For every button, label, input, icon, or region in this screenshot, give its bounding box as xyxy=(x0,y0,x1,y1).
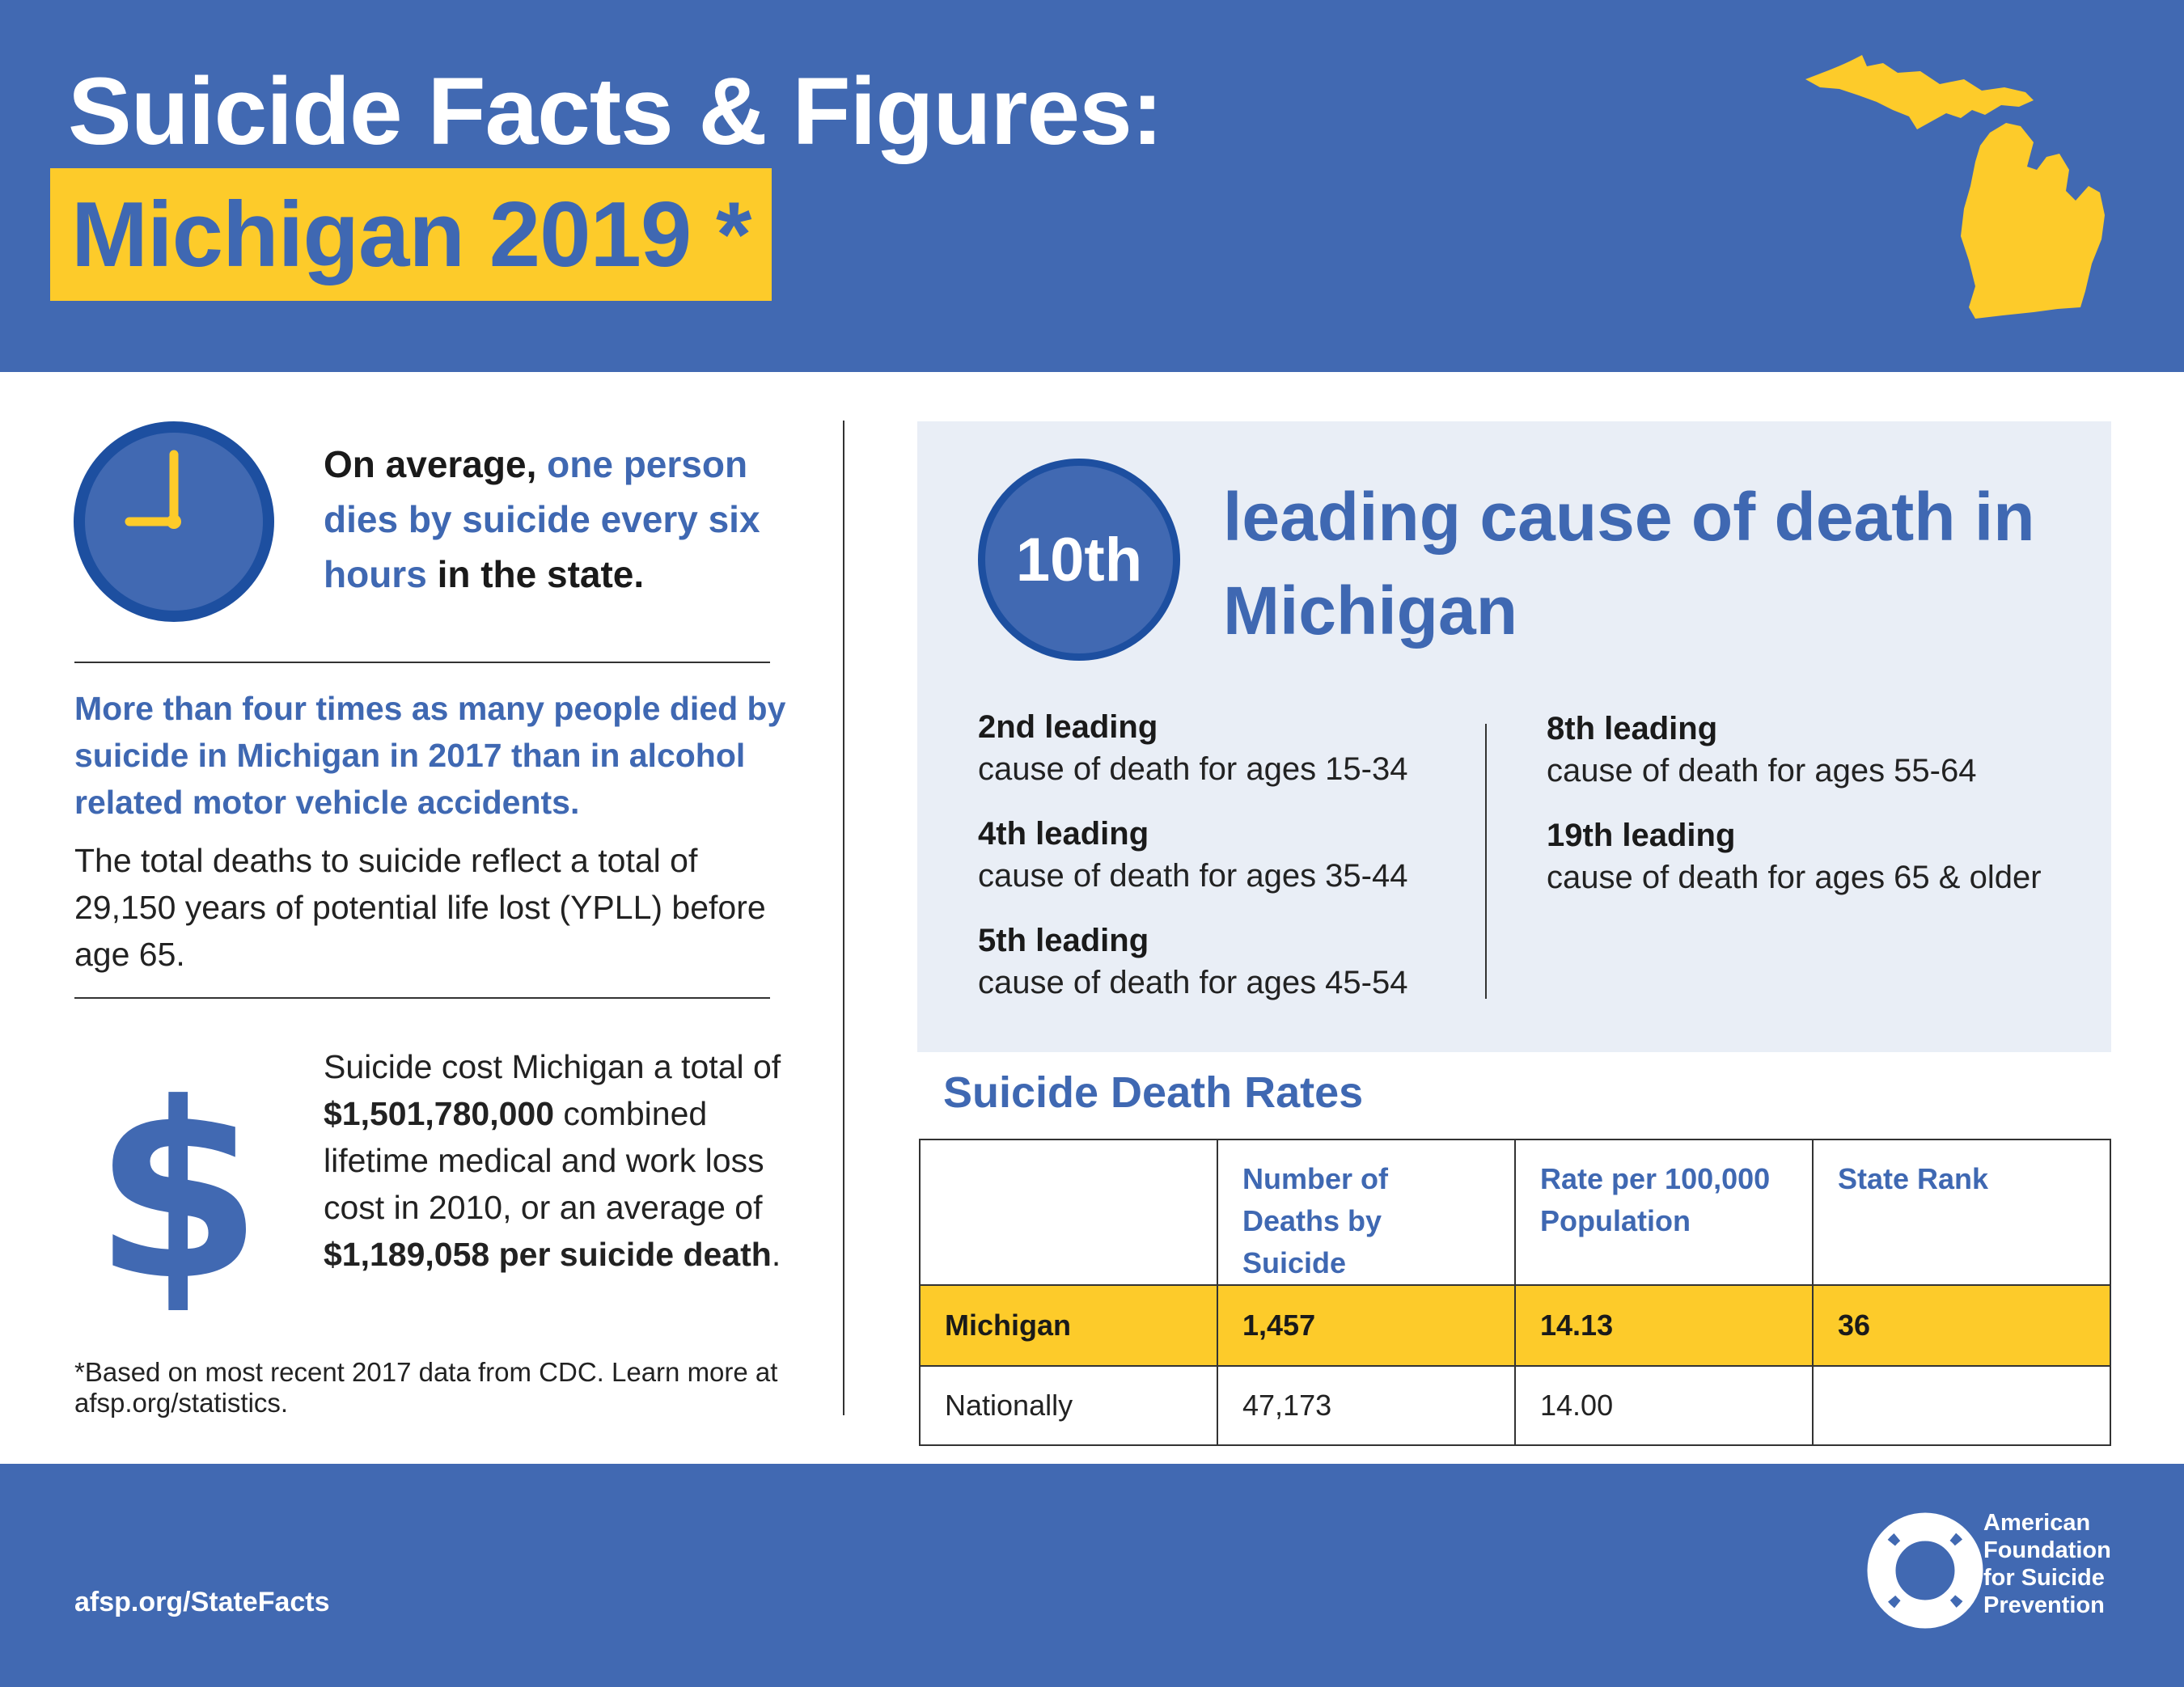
suicide-frequency-text: On average, one person dies by suicide e… xyxy=(324,437,785,602)
org-name-line: Prevention xyxy=(1983,1592,2105,1618)
footer-banner: afsp.org/StateFacts American Foundation … xyxy=(0,1464,2184,1687)
rates-title: Suicide Death Rates xyxy=(943,1068,1364,1117)
ypll-text: The total deaths to suicide reflect a to… xyxy=(74,842,766,973)
clock-icon xyxy=(74,421,274,622)
age-group-desc: cause of death for ages 55-64 xyxy=(1547,753,1977,789)
table-header-cell: Rate per 100,000 Population xyxy=(1514,1139,1814,1286)
section-divider xyxy=(74,662,770,663)
page-subtitle: Michigan 2019 * xyxy=(71,183,751,286)
age-group-rank: 2nd leading xyxy=(978,709,1158,745)
cost-total: $1,501,780,000 xyxy=(324,1095,554,1132)
rank-badge: 10th xyxy=(978,459,1180,661)
org-name-line: Foundation xyxy=(1983,1537,2111,1563)
age-group-desc: cause of death for ages 35-44 xyxy=(978,858,1408,894)
table-header-row: Number of Deaths by Suicide Rate per 100… xyxy=(919,1139,2111,1286)
age-group-desc: cause of death for ages 15-34 xyxy=(978,751,1408,787)
table-cell: 1,457 xyxy=(1217,1284,1516,1367)
org-name-line: for Suicide xyxy=(1983,1565,2105,1591)
table-cell xyxy=(1812,1365,2111,1446)
rates-table: Number of Deaths by Suicide Rate per 100… xyxy=(919,1139,2111,1446)
table-cell: 47,173 xyxy=(1217,1365,1516,1446)
table-row-michigan: Michigan 1,457 14.13 36 xyxy=(919,1284,2111,1367)
footer-url-link[interactable]: afsp.org/StateFacts xyxy=(74,1587,330,1617)
frequency-tail: in the state. xyxy=(437,553,645,595)
leading-cause-panel: 10th leading cause of death in Michigan … xyxy=(917,421,2111,1052)
leading-cause-title: leading cause of death in Michigan xyxy=(1223,479,2035,649)
age-group-item: 5th leading cause of death for ages 45-5… xyxy=(978,920,1528,1004)
frequency-highlight: one person dies by suicide every six hou… xyxy=(324,443,760,595)
table-cell: Nationally xyxy=(919,1365,1218,1446)
suicide-cost-text: Suicide cost Michigan a total of $1,501,… xyxy=(324,1043,785,1278)
age-group-item: 2nd leading cause of death for ages 15-3… xyxy=(978,706,1528,790)
panel-divider xyxy=(1485,724,1487,999)
age-group-item: 8th leading cause of death for ages 55-6… xyxy=(1547,708,2097,792)
lifebuoy-icon xyxy=(1867,1512,1983,1629)
rank-badge-text: 10th xyxy=(1015,525,1143,594)
table-header-cell: State Rank xyxy=(1812,1139,2111,1286)
age-group-rank: 19th leading xyxy=(1547,818,1736,853)
age-group-rank: 8th leading xyxy=(1547,711,1718,746)
svg-text:$: $ xyxy=(97,1051,259,1310)
age-group-rank: 5th leading xyxy=(978,923,1149,958)
table-row-nationally: Nationally 47,173 14.00 xyxy=(919,1365,2111,1446)
organization-name: American Foundation for Suicide Preventi… xyxy=(1983,1509,2178,1619)
age-group-item: 4th leading cause of death for ages 35-4… xyxy=(978,813,1528,897)
michigan-map-icon xyxy=(1805,55,2105,319)
table-cell: 36 xyxy=(1812,1284,2111,1367)
frequency-lead: On average, xyxy=(324,443,537,485)
table-cell: 14.00 xyxy=(1514,1365,1814,1446)
footnote: *Based on most recent 2017 data from CDC… xyxy=(74,1357,778,1418)
dollar-sign-icon: $ xyxy=(97,1051,259,1310)
cost-part3: . xyxy=(771,1236,781,1273)
cost-average: $1,189,058 per suicide death xyxy=(324,1236,772,1273)
table-cell: Michigan xyxy=(919,1284,1218,1367)
age-group-rank: 4th leading xyxy=(978,816,1149,852)
age-group-desc: cause of death for ages 65 & older xyxy=(1547,860,2042,895)
header-banner: Suicide Facts & Figures: Michigan 2019 * xyxy=(0,0,2184,372)
age-group-item: 19th leading cause of death for ages 65 … xyxy=(1547,814,2097,898)
section-divider xyxy=(74,997,770,999)
table-header-cell: Number of Deaths by Suicide xyxy=(1217,1139,1516,1286)
table-header-cell xyxy=(919,1139,1218,1286)
age-group-desc: cause of death for ages 45-54 xyxy=(978,965,1408,1000)
column-divider xyxy=(843,421,844,1415)
table-cell: 14.13 xyxy=(1514,1284,1814,1367)
page-title: Suicide Facts & Figures: xyxy=(68,58,1163,165)
cost-part2: combined lifetime medical and work loss … xyxy=(324,1095,764,1226)
org-name-line: American xyxy=(1983,1510,2091,1536)
cost-part1: Suicide cost Michigan a total of xyxy=(324,1048,781,1085)
subtitle-highlight: Michigan 2019 * xyxy=(50,168,772,301)
comparison-headline: More than four times as many people died… xyxy=(74,690,786,821)
